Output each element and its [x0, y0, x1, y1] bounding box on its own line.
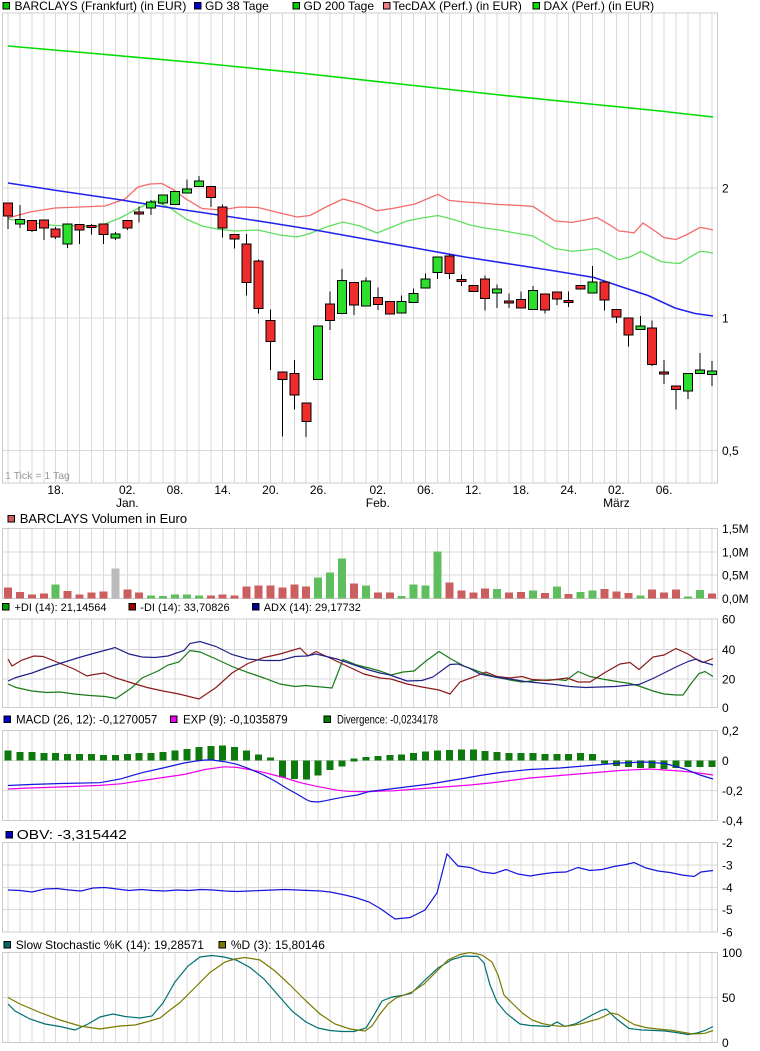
svg-text:40: 40 — [722, 643, 736, 657]
svg-text:06.: 06. — [417, 483, 434, 497]
svg-text:0: 0 — [722, 701, 729, 715]
svg-text:02.: 02. — [369, 483, 386, 497]
svg-text:0,0M: 0,0M — [722, 592, 749, 606]
svg-text:März: März — [603, 496, 630, 510]
svg-text:-5: -5 — [722, 903, 733, 917]
svg-text:Divergence: -0,0234178: Divergence: -0,0234178 — [337, 715, 438, 727]
svg-text:TecDAX (Perf.) (in EUR): TecDAX (Perf.) (in EUR) — [393, 0, 522, 13]
svg-text:BARCLAYS (Frankfurt) (in EUR): BARCLAYS (Frankfurt) (in EUR) — [15, 0, 187, 13]
svg-text:OBV: -3,315442: OBV: -3,315442 — [17, 827, 127, 842]
svg-text:18.: 18. — [47, 483, 64, 497]
svg-text:0,5: 0,5 — [722, 444, 739, 458]
svg-text:08.: 08. — [167, 483, 184, 497]
svg-text:-2: -2 — [722, 836, 733, 850]
svg-text:MACD (26, 12): -0,1270057: MACD (26, 12): -0,1270057 — [16, 715, 157, 727]
svg-text:60: 60 — [722, 613, 736, 627]
svg-text:26.: 26. — [310, 483, 327, 497]
svg-text:0: 0 — [722, 1036, 729, 1050]
svg-text:1,5M: 1,5M — [722, 522, 749, 536]
svg-text:-DI (14): 33,70826: -DI (14): 33,70826 — [140, 602, 229, 614]
svg-text:0: 0 — [722, 754, 729, 768]
svg-text:06.: 06. — [656, 483, 673, 497]
svg-text:0,2: 0,2 — [722, 724, 739, 738]
svg-text:DAX (Perf.) (in EUR): DAX (Perf.) (in EUR) — [544, 0, 655, 13]
svg-text:12.: 12. — [465, 483, 482, 497]
svg-text:02.: 02. — [608, 483, 625, 497]
svg-text:24.: 24. — [560, 483, 577, 497]
svg-text:50: 50 — [722, 991, 736, 1005]
svg-text:-6: -6 — [722, 926, 733, 940]
svg-text:-0,4: -0,4 — [722, 814, 743, 828]
svg-text:-4: -4 — [722, 881, 733, 895]
svg-text:18.: 18. — [513, 483, 530, 497]
svg-text:14.: 14. — [214, 483, 231, 497]
svg-text:Feb.: Feb. — [366, 496, 390, 510]
svg-text:100: 100 — [722, 946, 742, 960]
svg-text:-3: -3 — [722, 858, 733, 872]
svg-text:GD 38 Tage: GD 38 Tage — [205, 0, 269, 13]
svg-text:%D (3): 15,80146: %D (3): 15,80146 — [231, 938, 325, 952]
svg-text:1: 1 — [722, 312, 729, 326]
svg-text:Jan.: Jan. — [116, 496, 139, 510]
svg-text:20: 20 — [722, 673, 736, 687]
svg-text:02.: 02. — [119, 483, 136, 497]
svg-text:Slow Stochastic %K (14): 19,28: Slow Stochastic %K (14): 19,28571 — [16, 938, 204, 952]
svg-text:1 Tick = 1 Tag: 1 Tick = 1 Tag — [5, 470, 70, 482]
svg-text:ADX (14): 29,17732: ADX (14): 29,17732 — [264, 602, 361, 614]
svg-text:-0,2: -0,2 — [722, 784, 743, 798]
svg-text:20.: 20. — [262, 483, 279, 497]
svg-text:GD 200 Tage: GD 200 Tage — [304, 0, 375, 13]
svg-text:+DI (14): 21,14564: +DI (14): 21,14564 — [15, 602, 107, 614]
svg-text:0,5M: 0,5M — [722, 569, 749, 583]
svg-text:1,0M: 1,0M — [722, 545, 749, 559]
svg-text:BARCLAYS Volumen in Euro: BARCLAYS Volumen in Euro — [20, 511, 187, 526]
svg-text:EXP (9): -0,1035879: EXP (9): -0,1035879 — [183, 715, 288, 727]
svg-text:2: 2 — [722, 182, 729, 196]
